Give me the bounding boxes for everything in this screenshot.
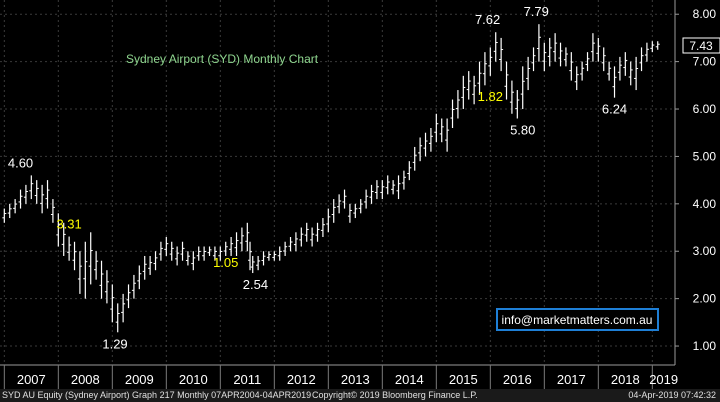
x-tick-label: 2010 [179, 372, 208, 387]
y-tick-label: 1.00 [693, 339, 717, 353]
y-tick-label: 3.00 [693, 244, 717, 258]
footer-timestamp: 04-Apr-2019 07:42:32 [628, 390, 716, 400]
x-tick-label: 2016 [503, 372, 532, 387]
y-tick-label: 2.00 [693, 292, 717, 306]
x-tick-label: 2017 [557, 372, 586, 387]
annotation-label: 1.82 [478, 89, 503, 104]
x-tick-label: 2015 [449, 372, 478, 387]
footer: SYD AU Equity (Sydney Airport) Graph 217… [0, 389, 720, 402]
annotation-label: 5.80 [510, 123, 535, 138]
y-axis-background [675, 0, 720, 389]
chart-title: Sydney Airport (SYD) Monthly Chart [126, 52, 319, 66]
annotation-label: 6.24 [602, 102, 627, 117]
annotation-label: 7.79 [524, 4, 549, 19]
x-axis: 2007 2008 2009 2010 2011 2012 2013 2014 2015 2016… [0, 364, 720, 389]
x-tick-label: 2009 [125, 372, 154, 387]
x-tick-label: 2011 [233, 372, 261, 387]
annotation-label: 7.62 [475, 12, 500, 27]
x-tick-label: 2018 [611, 372, 640, 387]
annotation-label: 3.31 [56, 217, 81, 232]
annotation-label: 1.29 [102, 336, 127, 351]
y-tick-label: 6.00 [693, 102, 717, 116]
annotations: 4.60 3.31 1.29 1.05 2.54 7.62 7.79 1.82 5.80 6.24 [8, 4, 627, 351]
watermark-text: info@marketmatters.com.au [502, 313, 653, 327]
footer-copyright: Copyright© 2019 Bloomberg Finance L.P. [312, 390, 478, 400]
annotation-label: 2.54 [243, 277, 268, 292]
ohlc-chart: 4.60 3.31 1.29 1.05 2.54 7.62 7.79 1.82 5.80 6.24… [0, 0, 720, 389]
x-tick-label: 2007 [17, 372, 46, 387]
last-price: 7.43 [689, 39, 713, 53]
y-tick-label: 8.00 [693, 7, 717, 21]
watermark-box: info@marketmatters.com.au [496, 308, 659, 331]
y-tick-label: 4.00 [693, 197, 717, 211]
x-tick-label: 2008 [71, 372, 100, 387]
y-tick-label: 7.00 [693, 55, 717, 69]
footer-security: SYD AU Equity (Sydney Airport) Graph 217… [2, 390, 312, 400]
y-tick-label: 5.00 [693, 149, 717, 163]
annotation-label: 4.60 [8, 155, 33, 170]
price-label: 7.43 [682, 37, 720, 54]
x-tick-label: 2019 [649, 372, 678, 387]
x-axis-background [0, 365, 720, 389]
annotation-label: 1.05 [213, 255, 238, 270]
x-tick-label: 2012 [287, 372, 316, 387]
price-bars [2, 24, 660, 333]
x-tick-label: 2013 [341, 372, 370, 387]
x-tick-label: 2014 [395, 372, 424, 387]
y-axis: 1.00 2.00 3.00 4.00 5.00 6.00 7.00 8.00 [674, 0, 720, 389]
